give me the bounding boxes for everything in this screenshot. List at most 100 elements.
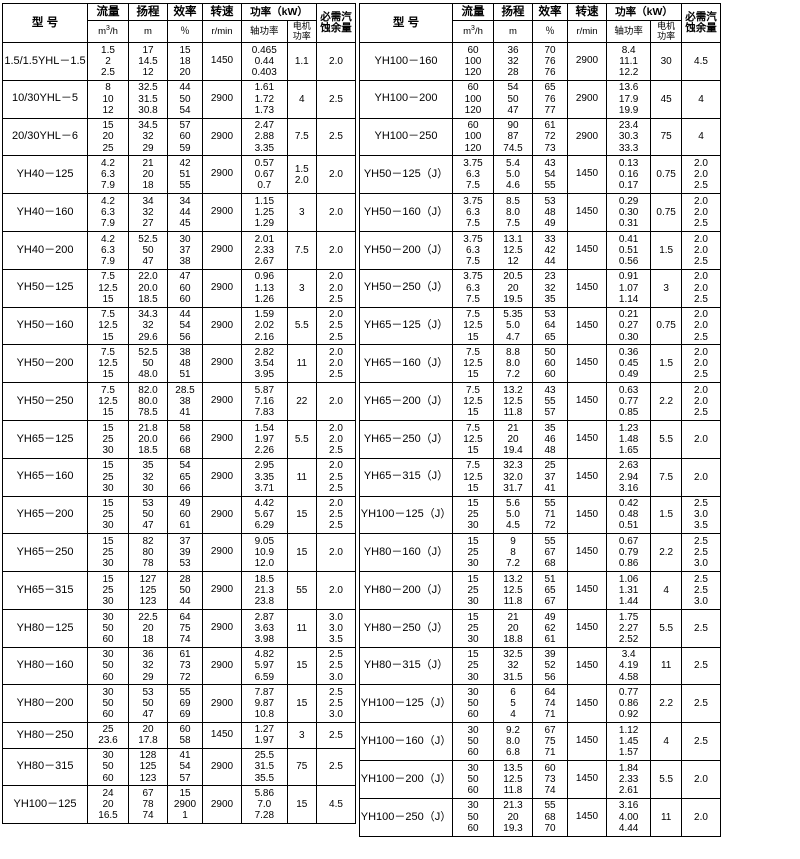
cell-value: 71 — [544, 709, 556, 721]
cell-value: 2.5 — [329, 369, 343, 381]
cell-value: 7.5 — [101, 346, 115, 358]
cell-head: 20.5 20 19.5 — [493, 268, 533, 308]
cell-value: 2.26 — [254, 444, 275, 456]
cell-model: YH80－250 — [2, 722, 88, 749]
cell-value: 54 — [544, 169, 556, 181]
cell-value: 60 — [467, 44, 479, 56]
cell-npsh: 2.5 2.5 3.0 — [316, 684, 356, 724]
cell-value: 3.5 — [694, 520, 708, 532]
cell-value: 0.51 — [618, 244, 639, 256]
cell-value: 11.8 — [503, 785, 523, 797]
cell-value: 1.73 — [254, 104, 275, 116]
cell-npsh: 2.0 — [316, 155, 356, 195]
cell-value: 2.52 — [618, 633, 639, 645]
cell-value: 2.0 — [329, 282, 343, 294]
cell-value: 11 — [660, 660, 672, 672]
cell-value: 2.0 — [329, 346, 343, 358]
cell-speed: 2900 — [567, 79, 607, 119]
cell-value: 4.58 — [618, 671, 639, 683]
cell-speed: 1450 — [567, 684, 607, 724]
cell-value: 53 — [142, 498, 154, 510]
cell-model: YH65－160（J） — [359, 344, 453, 384]
cell-shaft-power: 5.87 7.16 7.83 — [241, 382, 288, 421]
cell-value: 3.5 — [329, 633, 343, 645]
cell-flow: 8 10 12 — [87, 79, 129, 119]
cell-value: 5.0 — [506, 509, 520, 521]
cell-value: 0.77 — [618, 687, 639, 699]
cell-speed: 1450 — [567, 533, 607, 573]
cell-efficiency: 47 60 60 — [167, 268, 203, 308]
cell-speed: 1450 — [567, 495, 607, 535]
cell-efficiency: 33 42 44 — [532, 230, 568, 270]
cell-value: 7.5 — [101, 271, 115, 283]
cell-value: 12.5 — [463, 395, 483, 407]
cell-npsh: 2.5 2.5 3.0 — [681, 533, 721, 573]
cell-value: 2.5 — [694, 255, 708, 267]
cell-value: 15 — [296, 799, 308, 811]
cell-value: 2.5 — [329, 660, 343, 672]
cell-value: 1.59 — [254, 309, 275, 321]
cell-value: 13.1 — [503, 233, 523, 245]
cell-value: 2.88 — [254, 131, 275, 143]
cell-head: 22.5 20 18 — [128, 608, 168, 648]
cell-value: 22 — [296, 395, 308, 407]
cell-speed: 2900 — [202, 747, 242, 787]
cell-value: 75 — [660, 131, 672, 143]
cell-head: 128 125 123 — [128, 747, 168, 787]
cell-value: 60 — [179, 724, 191, 736]
cell-value: 9.05 — [254, 535, 275, 547]
cell-shaft-power: 1.84 2.33 2.61 — [605, 760, 652, 799]
cell-value: 67 — [544, 547, 556, 559]
cell-value: 30 — [142, 482, 154, 494]
cell-flow: 4.2 6.3 7.9 — [87, 193, 129, 232]
cell-speed: 2900 — [202, 785, 242, 825]
cell-value: 46 — [544, 433, 556, 445]
cell-value: 11.8 — [503, 596, 523, 608]
cell-speed: 2900 — [202, 533, 242, 573]
cell-value: 50 — [142, 244, 154, 256]
cell-value: 2 — [105, 55, 111, 67]
cell-speed: 2900 — [202, 571, 242, 610]
cell-value: 59 — [179, 142, 191, 154]
cell-value: 11 — [296, 358, 307, 370]
cell-value: 4.2 — [101, 157, 115, 169]
cell-value: 30 — [102, 596, 114, 608]
cell-value: 25 — [102, 584, 114, 596]
cell-npsh: 2.5 3.0 3.5 — [681, 495, 721, 535]
cell-value: 15 — [179, 44, 191, 56]
cell-efficiency: 64 75 74 — [167, 608, 203, 648]
cell-shaft-power: 2.63 2.94 3.16 — [605, 457, 652, 497]
cell-value: 8.8 — [506, 346, 520, 358]
cell-value: 18 — [142, 180, 154, 192]
cell-value: 30 — [102, 649, 114, 661]
cell-efficiency: 53 64 65 — [532, 306, 568, 346]
cell-value: 2.0 — [329, 309, 343, 321]
cell-efficiency: 43 54 55 — [532, 155, 568, 195]
cell-value: 8.0 — [506, 736, 520, 748]
cell-value: 33 — [544, 233, 556, 245]
cell-value: 1.5 — [659, 358, 674, 370]
cell-npsh: 2.5 — [316, 117, 356, 157]
th-shaft-power: 轴功率 — [241, 20, 288, 43]
cell-value: 0.42 — [618, 498, 639, 510]
table-row: YH40－200 4.2 6.3 7.9 52.5 50 47 30 37 38 2900 2.01 2… — [2, 230, 356, 270]
cell-value: 2.2 — [659, 395, 674, 407]
table-row: YH65－315 15 25 30 127 125 123 28 50 44 2900 18.5 21.… — [2, 571, 356, 610]
cell-value: 32 — [142, 320, 154, 332]
cell-value: 18.5 — [254, 573, 275, 585]
cell-value: 7.5 — [294, 244, 309, 256]
cell-value: 41 — [179, 750, 191, 762]
cell-speed: 1450 — [202, 41, 242, 81]
cell-value: 55 — [544, 498, 556, 510]
cell-value: 60 — [179, 282, 191, 294]
table-row: YH65－160（J） 7.5 12.5 15 8.8 8.0 7.2 50 60 60 1450 0… — [359, 344, 721, 384]
cell-shaft-power: 2.87 3.63 3.98 — [241, 608, 288, 648]
cell-motor-power: 30 — [650, 41, 682, 81]
cell-value: 0.44 — [254, 55, 275, 67]
cell-value: 2.5 — [329, 444, 343, 456]
cell-value: 76 — [544, 93, 556, 105]
cell-value: 15 — [102, 460, 114, 472]
table-row: 1.5/1.5YHL－1.5 1.5 2 2.5 17 14.5 12 15 18 20 1450 0… — [2, 41, 356, 81]
cell-model: YH80－160 — [2, 646, 88, 686]
cell-value: 15 — [102, 120, 114, 132]
